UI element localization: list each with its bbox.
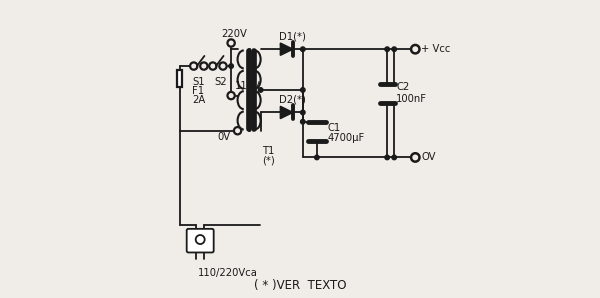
Circle shape — [227, 39, 235, 47]
Text: ( * )VER  TEXTO: ( * )VER TEXTO — [254, 280, 346, 292]
Circle shape — [314, 155, 319, 160]
Text: (*): (*) — [262, 156, 275, 165]
Polygon shape — [280, 106, 293, 119]
Text: 4700μF: 4700μF — [328, 133, 365, 143]
Text: D1(*): D1(*) — [279, 31, 306, 41]
Text: C2: C2 — [396, 82, 409, 92]
Text: S2: S2 — [214, 77, 227, 87]
Text: 0V: 0V — [217, 132, 230, 142]
FancyBboxPatch shape — [187, 229, 214, 252]
Circle shape — [259, 88, 263, 92]
Text: D2(*): D2(*) — [279, 94, 306, 105]
Circle shape — [301, 110, 305, 115]
Circle shape — [385, 155, 389, 160]
Text: T1: T1 — [262, 146, 274, 156]
Text: S1: S1 — [193, 77, 205, 87]
Circle shape — [209, 62, 217, 70]
Text: 220V: 220V — [221, 29, 247, 39]
Text: 110V: 110V — [235, 80, 260, 91]
Circle shape — [385, 47, 389, 52]
Circle shape — [301, 119, 305, 124]
Text: 2A: 2A — [193, 95, 206, 105]
Circle shape — [190, 62, 197, 70]
Text: 100nF: 100nF — [396, 94, 427, 103]
Text: + Vcc: + Vcc — [421, 44, 451, 54]
Circle shape — [234, 127, 241, 134]
Circle shape — [411, 153, 419, 162]
Circle shape — [301, 47, 305, 52]
FancyBboxPatch shape — [177, 70, 182, 87]
Circle shape — [411, 45, 419, 53]
Text: F1: F1 — [193, 86, 205, 96]
Polygon shape — [280, 43, 293, 55]
Text: OV: OV — [421, 153, 436, 162]
Circle shape — [227, 92, 235, 99]
Text: C1: C1 — [328, 123, 341, 133]
Circle shape — [220, 62, 227, 70]
Circle shape — [301, 88, 305, 92]
Circle shape — [200, 62, 208, 70]
Circle shape — [229, 64, 233, 68]
Text: 110/220Vca: 110/220Vca — [197, 268, 257, 279]
Circle shape — [392, 155, 397, 160]
Circle shape — [392, 47, 397, 52]
